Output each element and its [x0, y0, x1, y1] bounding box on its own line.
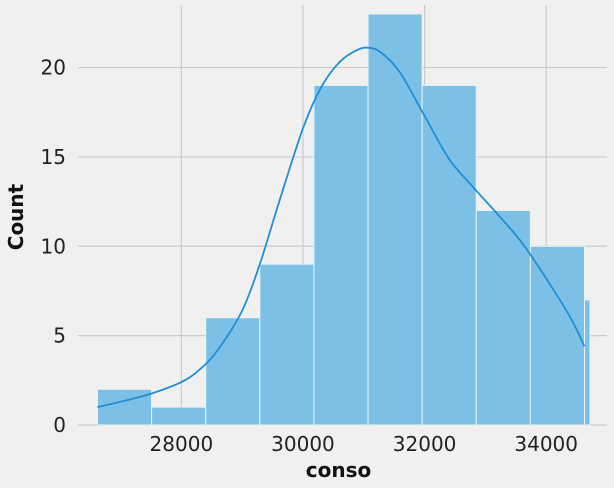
- x-tick-label-2: 32000: [393, 432, 457, 456]
- histogram-bar-0: [96, 388, 153, 426]
- kde-curve: [97, 46, 586, 409]
- x-tick-labels: 28000 30000 32000 34000: [150, 432, 578, 456]
- histogram-bar-3: [259, 263, 315, 426]
- y-tick-label-1: 5: [53, 324, 66, 348]
- y-tick-labels: 0 5 10 15 20: [41, 56, 66, 437]
- x-tick-label-0: 28000: [150, 432, 214, 456]
- y-axis-label: Count: [4, 183, 28, 250]
- histogram-bar-6: [421, 84, 477, 426]
- histogram-bar-5: [367, 13, 423, 426]
- y-tick-label-3: 15: [41, 145, 66, 169]
- x-tick-label-3: 34000: [514, 432, 578, 456]
- histogram-bar-2: [205, 317, 261, 426]
- histogram-bars: [96, 13, 591, 426]
- histogram-bar-9: [584, 299, 591, 426]
- histogram-bar-4: [313, 84, 369, 426]
- y-tick-label-2: 10: [41, 234, 66, 258]
- y-tick-label-4: 20: [41, 56, 66, 80]
- histogram-bar-1: [151, 406, 207, 426]
- x-axis-label: conso: [306, 458, 371, 482]
- y-tick-label-0: 0: [53, 413, 66, 437]
- x-tick-label-1: 30000: [271, 432, 335, 456]
- histogram-bar-8: [529, 245, 586, 426]
